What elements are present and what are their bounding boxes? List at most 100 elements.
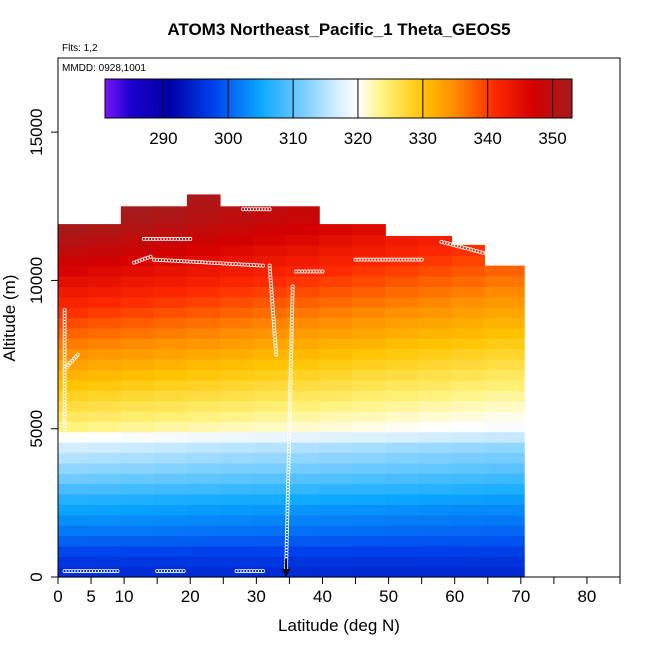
curtain-cell <box>352 504 386 516</box>
curtain-cell <box>120 442 155 454</box>
curtain-cell <box>418 525 452 537</box>
curtain-cell <box>484 327 525 339</box>
colorbar-ramp <box>104 78 573 119</box>
curtain-cell <box>58 556 89 568</box>
curtain-cell <box>352 514 386 526</box>
curtain-cell <box>451 327 486 339</box>
curtain-cell <box>186 493 221 505</box>
curtain-cell <box>253 348 287 360</box>
curtain-cell <box>219 275 254 287</box>
curtain-cell <box>120 206 155 215</box>
curtain-cell <box>120 275 155 287</box>
curtain-cell <box>385 244 419 256</box>
curtain-cell <box>153 493 188 505</box>
curtain-cell <box>186 359 221 370</box>
curtain-cell <box>58 525 89 537</box>
curtain-cell <box>153 514 188 526</box>
curtain-cell <box>153 473 188 485</box>
curtain-cell <box>286 213 320 225</box>
curtain-cell <box>319 525 353 537</box>
curtain-cell <box>484 525 525 537</box>
curtain-cell <box>286 286 320 298</box>
curtain-cell <box>153 452 188 464</box>
curtain-cell <box>484 369 525 381</box>
curtain-cell <box>219 566 254 578</box>
curtain-cell <box>153 317 188 329</box>
curtain-cell <box>352 410 386 422</box>
curtain-cell <box>484 317 525 329</box>
curtain-cell <box>253 483 287 495</box>
curtain-cell <box>219 338 254 350</box>
curtain-cell <box>418 379 452 391</box>
curtain-cell <box>418 410 452 422</box>
curtain-cell <box>120 493 155 505</box>
curtain-cell <box>319 296 353 308</box>
curtain-cell <box>120 369 155 381</box>
curtain-cell <box>319 410 353 422</box>
curtain-cell <box>219 483 254 495</box>
curtain-cell <box>385 359 419 370</box>
curtain-cell <box>87 234 122 246</box>
curtain-cell <box>120 452 155 464</box>
curtain-cell <box>385 379 419 391</box>
curtain-cell <box>253 369 287 381</box>
curtain-cell <box>253 525 287 537</box>
curtain-cell <box>385 235 419 246</box>
curtain-cell <box>385 421 419 433</box>
curtain-cell <box>451 317 486 329</box>
curtain-cell <box>219 473 254 485</box>
curtain-cell <box>153 327 188 339</box>
curtain-cell <box>253 431 287 443</box>
curtain-cell <box>253 317 287 329</box>
curtain-cell <box>319 255 353 267</box>
curtain-cell <box>219 390 254 402</box>
flight-track-point <box>260 263 265 268</box>
curtain-cell <box>87 400 122 412</box>
curtain-cell <box>120 244 155 256</box>
curtain-cell <box>219 348 254 360</box>
curtain-cell <box>153 462 188 474</box>
curtain-cell <box>87 296 122 308</box>
curtain-cell <box>58 473 89 485</box>
curtain-cell <box>87 493 122 505</box>
curtain-cell <box>352 556 386 568</box>
curtain-cell <box>58 442 89 454</box>
curtain-cell <box>451 483 486 495</box>
curtain-cell <box>385 317 419 329</box>
curtain-cell <box>219 286 254 298</box>
curtain-cell <box>286 338 320 350</box>
curtain-cell <box>451 255 486 267</box>
curtain-cell <box>418 493 452 505</box>
curtain-cell <box>120 213 155 225</box>
colorbar-tick-label: 300 <box>214 129 242 148</box>
flight-track-point <box>148 254 153 259</box>
curtain-cell <box>153 265 188 277</box>
curtain-cell <box>319 379 353 391</box>
curtain-cell <box>219 545 254 557</box>
curtain-cell <box>484 556 525 568</box>
curtain-cell <box>451 525 486 537</box>
curtain-cell <box>253 473 287 485</box>
curtain-cell <box>87 286 122 298</box>
curtain-cell <box>484 504 525 516</box>
curtain-cell <box>319 338 353 350</box>
curtain-cell <box>385 286 419 298</box>
curtain-cell <box>153 213 188 225</box>
flight-track-point <box>188 236 193 241</box>
curtain-cell <box>186 213 221 225</box>
curtain-cell <box>186 535 221 547</box>
curtain-cell <box>286 535 320 547</box>
curtain-cell <box>219 317 254 329</box>
curtain-cell <box>153 359 188 370</box>
curtain-cell <box>385 545 419 557</box>
y-tick-label: 10000 <box>27 257 46 304</box>
curtain-cell <box>385 265 419 277</box>
curtain-cell <box>120 525 155 537</box>
curtain-cell <box>418 327 452 339</box>
curtain-cell <box>253 514 287 526</box>
curtain-cell <box>352 317 386 329</box>
flights-label: Flts: 1,2 <box>62 43 98 54</box>
curtain-cell <box>286 421 320 433</box>
curtain-cell <box>286 452 320 464</box>
